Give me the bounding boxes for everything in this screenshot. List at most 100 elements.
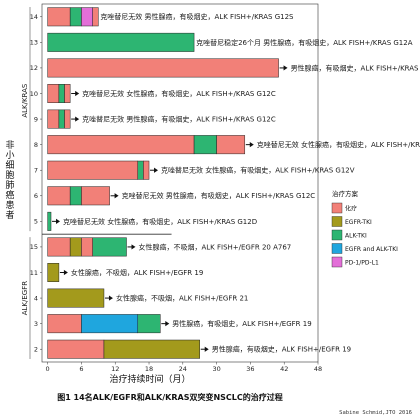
plot-area [41, 3, 319, 363]
annotation-15: 女性腺癌，不吸烟，ALK FISH+/EGFR 20 A767 [138, 242, 291, 251]
bar-segment-7-3 [143, 160, 150, 180]
legend-label-3: ALK-TKI [345, 233, 367, 240]
bar-segment-13-1 [47, 32, 195, 52]
bar-segment-8-1 [47, 135, 195, 155]
bar-segment-14-1 [47, 7, 71, 27]
x-tick-0: 0 [46, 365, 50, 373]
patient-row-15 [47, 237, 136, 257]
annotation-11: 女性腺癌，不吸烟，ALK FISH+/EGFR 19 [71, 268, 203, 277]
patient-row-9 [47, 109, 80, 129]
bar-segment-15-2 [69, 237, 82, 257]
patient-row-5 [47, 211, 61, 231]
ongoing-arrowhead-10 [75, 90, 80, 97]
bar-segment-6-3 [81, 186, 110, 206]
source-credit: Sabine Schmid,JTO 2016 [339, 410, 412, 416]
ongoing-arrowhead-6 [114, 193, 119, 199]
x-tick-24: 24 [179, 365, 187, 373]
bar-segment-3-1 [47, 314, 82, 334]
annotation-2: 男性腺癌，有吸烟史，ALK FISH+/EGFR 19 [212, 345, 351, 354]
bar-segment-9-1 [47, 109, 60, 129]
patient-row-6 [47, 186, 119, 206]
legend-title: 治疗方案 [332, 189, 359, 198]
y-tick-8: 8 [34, 141, 38, 149]
patient-row-11 [47, 263, 68, 282]
ongoing-arrowhead-2 [204, 346, 209, 352]
y-tick-2: 2 [34, 346, 38, 354]
x-tick-18: 18 [145, 365, 153, 373]
legend-swatch-5 [331, 256, 343, 268]
bar-segment-6-2 [69, 186, 82, 206]
bar-segment-7-1 [47, 160, 139, 180]
annotation-5: 克唑替尼无效 女性腺癌，有吸烟史，ALK FISH+/KRAS G12D [63, 217, 257, 226]
bar-segment-3-2 [81, 314, 139, 334]
y-tick-6: 6 [34, 192, 38, 200]
bar-segment-14-3 [81, 7, 93, 27]
y-tick-14: 14 [30, 13, 38, 21]
bar-segment-15-1 [47, 237, 71, 257]
legend-swatch-2 [331, 216, 343, 227]
annotation-7: 克唑替尼无效 女性腺癌，有吸烟史，ALK FISH+/KRAS G12V [161, 166, 355, 175]
bar-segment-8-2 [193, 135, 217, 155]
annotation-6: 克唑替尼无效 男性腺癌，有吸烟史，ALK FISH+/KRAS G12C [122, 191, 316, 200]
y-tick-7: 7 [34, 167, 38, 175]
bar-segment-12-1 [47, 58, 279, 78]
y-tick-13: 13 [30, 39, 38, 47]
y-tick-9: 9 [34, 115, 38, 123]
patient-row-14 [47, 7, 99, 27]
bar-segment-14-4 [92, 7, 99, 27]
ongoing-arrowhead-4 [108, 295, 113, 301]
figure-caption: 图1 14名ALK/EGFR和ALK/KRAS双突变NSCLC的治疗过程 [57, 392, 283, 402]
legend-label-1: 化疗 [345, 205, 357, 213]
x-tick-30: 30 [212, 365, 220, 373]
x-tick-36: 36 [246, 365, 254, 373]
bar-segment-15-4 [92, 237, 127, 257]
ongoing-arrowhead-8 [249, 142, 254, 148]
annotation-10: 克唑替尼无效 女性腺癌，有吸烟史，ALK FISH+/KRAS G12C [82, 89, 276, 98]
x-tick-6: 6 [79, 365, 83, 373]
legend-swatch-1 [331, 202, 343, 214]
y-tick-12: 12 [30, 64, 38, 72]
ongoing-arrowhead-15 [131, 244, 136, 250]
ongoing-arrowhead-5 [56, 218, 61, 224]
bar-segment-10-1 [47, 84, 60, 103]
x-tick-48: 48 [314, 365, 322, 373]
bar-segment-10-3 [64, 84, 71, 103]
annotation-9: 克唑替尼无效 男性腺癌，有吸烟史，ALK FISH+/KRAS G12C [82, 114, 276, 123]
y-tick-15: 15 [30, 243, 38, 251]
x-axis-label: 治疗持续时间（月） [109, 373, 190, 385]
bar-segment-10-2 [58, 84, 65, 103]
patient-row-7 [47, 160, 159, 180]
legend-swatch-3 [331, 229, 343, 241]
legend-label-2: EGFR-TKI [345, 219, 372, 226]
bar-segment-5-1 [47, 211, 52, 231]
patient-row-13 [47, 32, 195, 52]
y-tick-4: 4 [34, 294, 38, 302]
bar-segment-9-3 [64, 109, 71, 129]
ongoing-arrowhead-3 [165, 321, 170, 327]
bar-segment-8-3 [216, 135, 246, 155]
group-label-1: ALK/KRAS [21, 83, 29, 118]
bar-segment-3-3 [137, 314, 161, 334]
x-tick-12: 12 [111, 365, 119, 373]
y-tick-5: 5 [34, 218, 38, 226]
x-tick-42: 42 [280, 365, 288, 373]
bar-segment-14-2 [69, 7, 82, 27]
legend-label-4: EGFR and ALK-TKI [345, 246, 398, 253]
bar-segment-2-1 [47, 339, 105, 359]
patient-row-8 [47, 135, 254, 155]
annotation-8: 克唑替尼无效 女性腺癌，有吸烟史，ALK FISH+/KRAS G12V [257, 140, 420, 149]
patient-row-4 [47, 288, 113, 308]
annotation-13: 克唑替尼稳定26个月 男性腺癌，有吸烟史，ALK FISH+/KRAS G12A [196, 38, 413, 47]
annotation-4: 女性腺癌，不吸烟，ALK FISH+/EGFR 21 [116, 293, 248, 302]
bar-segment-7-2 [137, 160, 144, 180]
legend-label-5: PD-1/PD-L1 [345, 260, 379, 267]
annotation-12: 男性腺癌，有吸烟史，ALK FISH+/KRAS G12S [291, 63, 420, 72]
bar-segment-4-1 [47, 288, 105, 308]
ongoing-arrowhead-12 [283, 65, 288, 71]
group-label-2: ALK/EGFR [21, 281, 29, 316]
bar-segment-2-2 [103, 339, 200, 359]
ongoing-arrowhead-7 [154, 167, 159, 173]
y-tick-10: 10 [30, 90, 38, 98]
